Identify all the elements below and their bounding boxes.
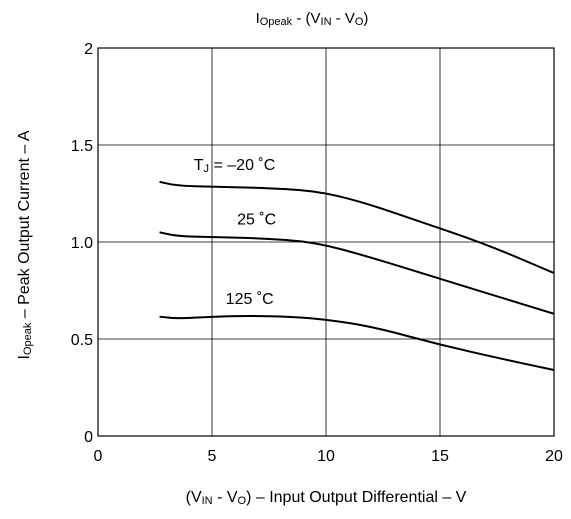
y-tick-label: 0 [84,429,93,446]
series-line-0 [159,180,555,274]
series-line-1 [159,231,555,315]
x-axis-label: (VIN - VO) – Input Output Differential –… [186,489,467,507]
y-tick-label: 1.0 [71,235,93,252]
plot-frame [97,47,555,437]
y-tick-label: 0.5 [71,332,93,349]
x-tick-label: 10 [317,448,335,465]
chart-title: IOpeak - (VIN - VO) [256,10,369,28]
series-layer: TJ = –20 ˚C 25 ˚C 125 ˚C [159,157,555,372]
x-tick-label: 15 [431,448,449,465]
series-label-0: TJ = –20 ˚C [194,157,276,175]
grid [97,47,555,437]
series-label-1: 25 ˚C [237,212,276,229]
x-tick-label: 5 [208,448,217,465]
x-tick-labels: 0 5 10 15 20 [94,448,563,465]
y-tick-labels: 0 0.5 1.0 1.5 2 [71,41,93,446]
series-line-2 [159,314,555,372]
x-tick-label: 0 [94,448,103,465]
series-label-2: 125 ˚C [226,291,274,308]
x-tick-label: 20 [545,448,563,465]
y-tick-label: 1.5 [71,138,93,155]
y-tick-label: 2 [84,41,93,58]
y-axis-label: IOpeak – Peak Output Current – A [16,130,34,359]
